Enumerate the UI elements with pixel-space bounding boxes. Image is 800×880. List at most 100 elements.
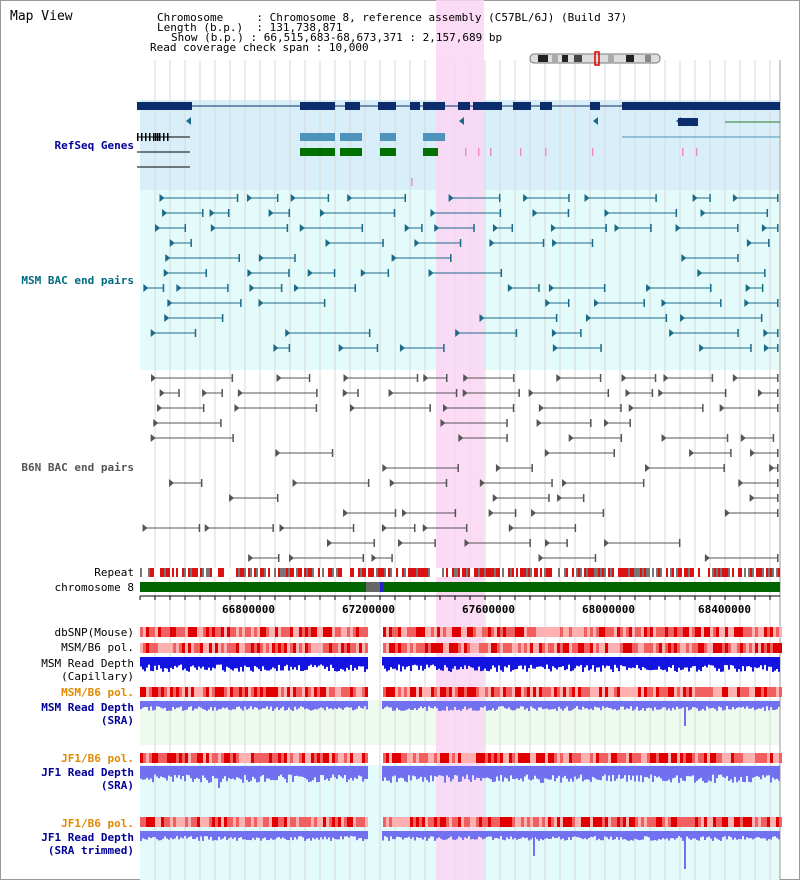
ideogram-band <box>574 55 582 62</box>
depth-bar <box>538 766 540 780</box>
track-label-jf1-depth-trim[interactable]: JF1 Read Depth <box>41 831 134 844</box>
heat-cell <box>701 753 704 763</box>
depth-bar <box>530 766 532 781</box>
heat-cell <box>542 817 545 827</box>
depth-bar <box>284 657 286 667</box>
depth-bar <box>588 701 590 710</box>
heat-cell <box>497 817 500 827</box>
heat-cell <box>152 643 155 653</box>
heat-cell <box>338 753 341 763</box>
depth-bar <box>168 766 170 776</box>
depth-bar <box>478 831 480 837</box>
repeat-block <box>412 568 414 577</box>
heat-cell <box>167 687 170 697</box>
depth-bar <box>406 766 408 783</box>
depth-bar <box>412 831 414 838</box>
track-label-b6n-bac[interactable]: B6N BAC end pairs <box>21 461 134 474</box>
depth-bar <box>208 701 210 710</box>
depth-bar <box>176 701 178 708</box>
depth-bar <box>562 831 564 839</box>
repeat-block <box>392 568 394 577</box>
track-label-jf1-depth-sra[interactable]: JF1 Read Depth <box>41 766 134 779</box>
heat-cell <box>437 643 440 653</box>
heat-cell <box>344 643 347 653</box>
depth-bar <box>324 657 326 669</box>
depth-bar <box>534 701 536 709</box>
heat-cell <box>425 753 428 763</box>
heat-cell <box>353 817 356 827</box>
msm-bac-pair-end <box>499 209 502 217</box>
depth-bar <box>274 766 276 781</box>
track-label-jf1-b6-pol-trim[interactable]: JF1/B6 pol. <box>61 817 134 830</box>
depth-bar <box>636 766 638 776</box>
depth-bar <box>740 831 742 840</box>
depth-bar <box>394 657 396 669</box>
msm-bac-pair-end <box>473 224 475 232</box>
depth-bar <box>750 701 752 709</box>
depth-bar <box>624 657 626 667</box>
track-label-msm-bac[interactable]: MSM BAC end pairs <box>21 274 134 287</box>
depth-bar <box>238 831 240 838</box>
heat-cell <box>290 687 293 697</box>
depth-bar <box>412 657 414 666</box>
depth-bar <box>444 766 446 783</box>
heat-cell <box>674 817 677 827</box>
repeat-block <box>274 568 276 577</box>
depth-bar <box>450 657 452 672</box>
depth-bar <box>486 701 488 711</box>
track-label-dbsnp[interactable]: dbSNP(Mouse) <box>54 626 134 639</box>
track-label-msm-depth-sra[interactable]: MSM Read Depth <box>41 701 134 714</box>
depth-bar <box>644 701 646 711</box>
depth-bar <box>474 766 476 780</box>
repeat-block <box>190 568 192 577</box>
depth-bar <box>552 701 554 710</box>
heat-cell <box>476 627 479 637</box>
depth-bar <box>226 831 228 841</box>
b6n-bac-pair-end <box>620 404 622 412</box>
track-label-msm-b6-pol-sra[interactable]: MSM/B6 pol. <box>61 686 134 699</box>
heat-cell <box>410 643 413 653</box>
heat-cell <box>665 753 668 763</box>
heat-cell <box>254 627 257 637</box>
heat-cell <box>215 817 218 827</box>
heat-cell <box>455 817 458 827</box>
depth-bar <box>598 766 600 780</box>
depth-bar <box>582 766 584 782</box>
depth-bar <box>462 831 464 840</box>
heat-cell <box>149 643 152 653</box>
heat-cell <box>704 817 707 827</box>
heat-cell <box>752 753 755 763</box>
b6n-bac-pair-end <box>545 539 551 547</box>
heat-cell <box>767 753 770 763</box>
depth-bar <box>742 766 744 782</box>
heat-cell <box>179 643 182 653</box>
repeat-block <box>144 568 146 577</box>
heat-cell <box>719 643 722 653</box>
depth-bar <box>430 657 432 666</box>
heat-cell <box>155 753 158 763</box>
depth-bar <box>758 831 760 838</box>
track-label-refseq[interactable]: RefSeq Genes <box>54 139 134 152</box>
heat-cell <box>362 753 365 763</box>
heat-cell <box>206 753 209 763</box>
depth-bar <box>700 831 702 838</box>
heat-cell <box>587 817 590 827</box>
b6n-bac-pair-end <box>663 374 669 382</box>
depth-bar <box>312 766 314 781</box>
depth-bar <box>726 701 728 707</box>
track-label-jf1-b6-pol[interactable]: JF1/B6 pol. <box>61 752 134 765</box>
msm-bac-pair-end <box>568 194 570 202</box>
repeat-block <box>238 568 240 577</box>
track-label-msm-depth-cap[interactable]: MSM Read Depth <box>41 657 134 670</box>
depth-bar <box>564 831 566 841</box>
heat-cell <box>503 627 506 637</box>
depth-bar <box>682 766 684 781</box>
depth-bar <box>494 766 496 782</box>
depth-bar <box>622 701 624 707</box>
repeat-block <box>692 568 694 577</box>
depth-bar <box>756 657 758 669</box>
mark <box>592 148 594 156</box>
track-label-msm-b6-pol[interactable]: MSM/B6 pol. <box>61 641 134 654</box>
depth-bar <box>430 766 432 776</box>
